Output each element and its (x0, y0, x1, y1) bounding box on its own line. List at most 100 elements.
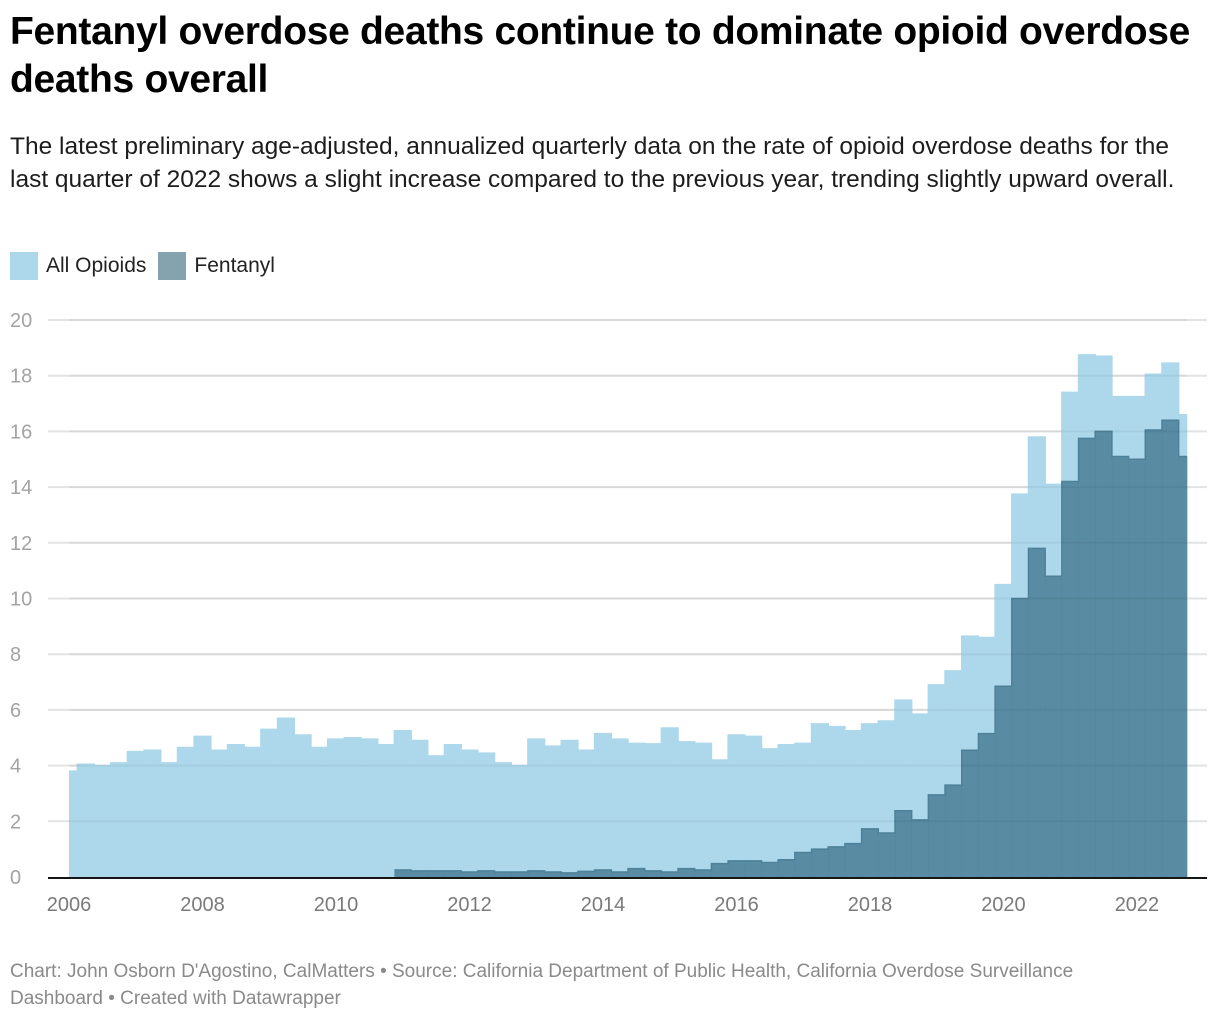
bar-all-opioids (127, 751, 145, 877)
bar-all-opioids (427, 755, 445, 877)
bar-all-opioids (327, 739, 345, 877)
legend-item-fentanyl: Fentanyl (158, 252, 275, 280)
chart-area: 0 2 4 6 8 10 12 14 16 18 20 2006 2008 2010 2012 2014 201… (10, 310, 1207, 916)
bar-all-opioids (511, 765, 529, 877)
bar-fentanyl (594, 870, 612, 877)
y-tick-label: 10 (10, 589, 32, 611)
bar-fentanyl (1028, 548, 1046, 877)
bar-all-opioids (160, 762, 178, 877)
bar-all-opioids (477, 753, 495, 877)
bar-fentanyl (511, 871, 529, 877)
bar-all-opioids (144, 750, 162, 877)
bar-all-opioids (594, 733, 612, 877)
bar-fentanyl (794, 852, 812, 877)
chart-subtitle: The latest preliminary age-adjusted, ann… (10, 133, 1175, 193)
bar-fentanyl (611, 871, 629, 877)
bar-fentanyl (945, 785, 963, 877)
bar-fentanyl (1011, 598, 1029, 877)
bar-all-opioids (294, 734, 312, 877)
bar-fentanyl (811, 849, 829, 877)
y-tick-label: 2 (10, 811, 21, 833)
bar-fentanyl (761, 862, 779, 877)
bar-all-opioids (728, 734, 746, 877)
bar-all-opioids (661, 728, 679, 877)
bar-fentanyl (394, 870, 412, 877)
x-tick-label: 2012 (447, 894, 492, 916)
x-tick-label: 2006 (47, 894, 92, 916)
bar-all-opioids (260, 729, 278, 877)
legend-swatch-all-opioids (10, 252, 38, 280)
series-fentanyl (394, 419, 1188, 877)
y-tick-label: 12 (10, 533, 32, 555)
bar-all-opioids (444, 744, 462, 877)
bar-fentanyl (1128, 459, 1146, 877)
bar-all-opioids (361, 739, 379, 877)
bar-fentanyl (844, 843, 862, 877)
x-tick-label: 2018 (848, 894, 893, 916)
bar-all-opioids (544, 746, 562, 877)
bar-fentanyl (427, 870, 445, 877)
bar-all-opioids (244, 747, 262, 877)
bar-fentanyl (878, 832, 896, 877)
bar-fentanyl (744, 860, 762, 877)
bar-fentanyl (694, 870, 712, 877)
x-tick-label: 2016 (714, 894, 759, 916)
bar-fentanyl (1111, 456, 1129, 877)
bar-fentanyl (995, 686, 1013, 877)
y-tick-label: 18 (10, 366, 32, 388)
y-tick-label: 0 (10, 867, 21, 889)
axes: 0 2 4 6 8 10 12 14 16 18 20 2006 2008 2010 2012 2014 201… (10, 310, 1207, 916)
bar-all-opioids (678, 741, 696, 877)
legend-label-fentanyl: Fentanyl (194, 254, 275, 277)
x-tick-label: 2020 (981, 894, 1026, 916)
bar-all-opioids (577, 750, 595, 877)
bar-fentanyl (1145, 430, 1163, 877)
bar-fentanyl (527, 870, 545, 877)
bar-all-opioids (611, 739, 629, 877)
bar-all-opioids (310, 747, 328, 877)
x-tick-label: 2014 (581, 894, 626, 916)
bar-all-opioids (411, 740, 429, 877)
bar-all-opioids (527, 739, 545, 877)
bar-all-opioids (778, 744, 796, 877)
legend-item-all-opioids: All Opioids (10, 252, 146, 280)
bar-all-opioids (394, 730, 412, 877)
bar-fentanyl (928, 794, 946, 877)
bar-fentanyl (461, 871, 479, 877)
bar-all-opioids (828, 726, 846, 877)
chart-footer: Chart: John Osborn D'Agostino, CalMatter… (10, 961, 1074, 1009)
bar-fentanyl (561, 872, 579, 877)
y-tick-label: 6 (10, 700, 21, 722)
bar-all-opioids (711, 760, 729, 877)
bar-fentanyl (411, 870, 429, 877)
line-all-opioids (69, 354, 1187, 772)
y-tick-label: 8 (10, 644, 21, 666)
bar-fentanyl (978, 733, 996, 877)
bar-all-opioids (94, 765, 112, 877)
bar-all-opioids (744, 736, 762, 877)
bar-all-opioids (227, 744, 245, 877)
bar-all-opioids (811, 723, 829, 877)
bar-fentanyl (544, 871, 562, 877)
gridlines-overlay (69, 319, 1187, 823)
bar-fentanyl (577, 871, 595, 877)
bar-fentanyl (1178, 456, 1188, 877)
bar-all-opioids (77, 764, 95, 877)
bar-all-opioids (761, 748, 779, 877)
bar-fentanyl (444, 870, 462, 877)
bar-fentanyl (894, 810, 912, 877)
bar-fentanyl (1045, 576, 1063, 877)
y-tick-label: 14 (10, 477, 32, 499)
bar-fentanyl (728, 860, 746, 877)
bar-fentanyl (1061, 481, 1079, 877)
bar-fentanyl (628, 868, 645, 877)
bar-all-opioids (461, 750, 479, 877)
bar-fentanyl (477, 870, 495, 877)
legend-label-all-opioids: All Opioids (46, 254, 147, 277)
bar-all-opioids (377, 744, 395, 877)
bar-all-opioids (110, 762, 128, 877)
x-tick-label: 2022 (1115, 894, 1160, 916)
bar-all-opioids (694, 743, 712, 877)
bar-fentanyl (711, 863, 729, 877)
bar-fentanyl (661, 871, 679, 877)
